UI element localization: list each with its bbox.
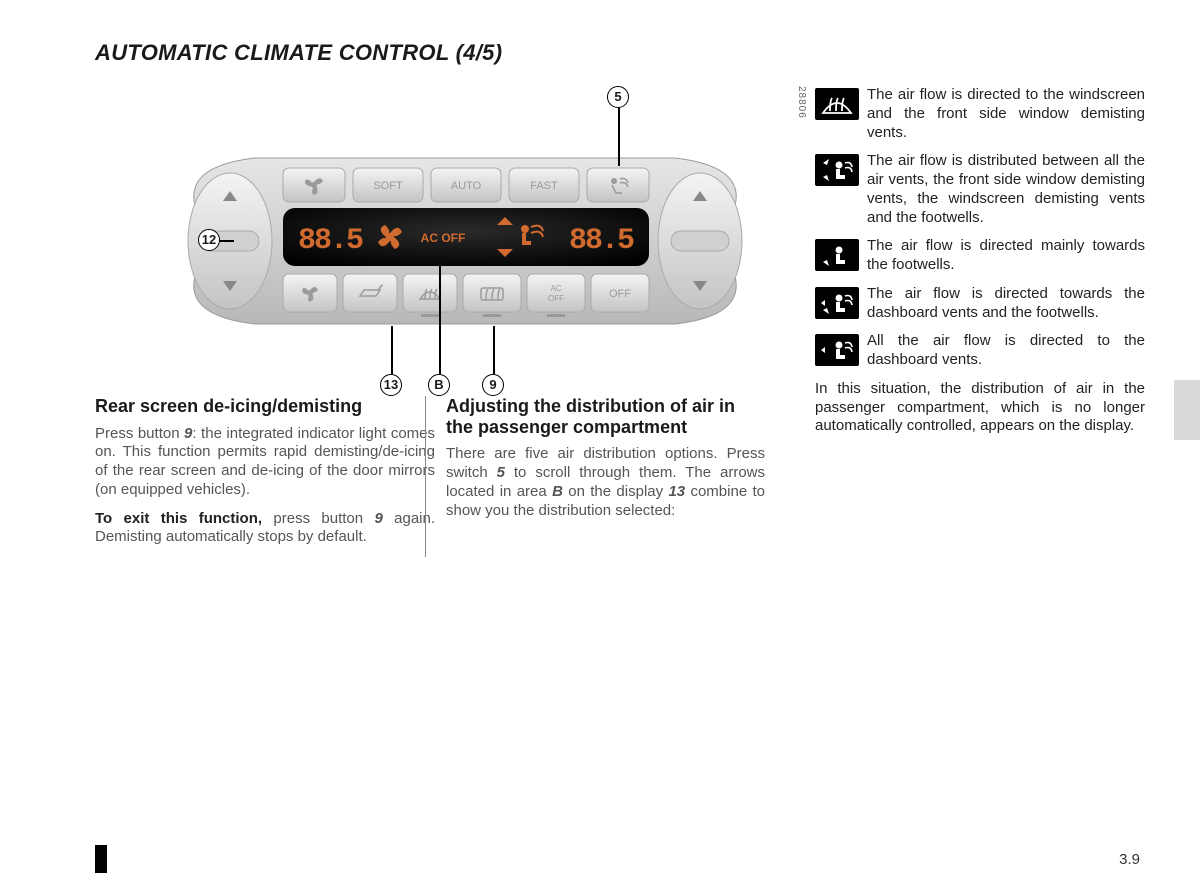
- icon-text-3: The air flow is directed towards the das…: [867, 285, 1145, 323]
- svg-text:AC: AC: [550, 284, 561, 293]
- svg-text:OFF: OFF: [609, 288, 631, 300]
- callout-13: 13: [380, 374, 402, 396]
- climate-control-unit: SOFT AUTO FAST 88.5: [175, 146, 755, 336]
- all-vents-icon: [815, 154, 859, 186]
- svg-text:FAST: FAST: [530, 180, 558, 192]
- content-area: 28806: [95, 86, 1140, 557]
- column-c: The air flow is directed to the windscre…: [815, 86, 1145, 557]
- icon-text-0: The air flow is directed to the windscre…: [867, 86, 1145, 142]
- svg-text:AUTO: AUTO: [451, 180, 482, 192]
- para-a2: To exit this function, press button 9 ag…: [95, 510, 435, 548]
- page-title: AUTOMATIC CLIMATE CONTROL (4/5): [95, 40, 1140, 66]
- heading-rear-demist: Rear screen de-icing/demisting: [95, 396, 435, 417]
- title-main: AUTOMATIC CLIMATE CONTROL: [95, 40, 449, 65]
- icon-row-1: The air flow is distributed between all …: [815, 152, 1145, 227]
- icon-row-0: The air flow is directed to the windscre…: [815, 86, 1145, 142]
- callout-12: 12: [198, 229, 220, 251]
- callout-line-9: [493, 326, 495, 374]
- heading-air-dist: Adjusting the distribution of air in the…: [446, 396, 765, 437]
- title-sub: (4/5): [456, 40, 503, 65]
- reference-number: 28806: [796, 86, 807, 119]
- column-a: Rear screen de-icing/demisting Press but…: [95, 396, 435, 557]
- footwell-icon: [815, 239, 859, 271]
- icon-text-1: The air flow is distributed between all …: [867, 152, 1145, 227]
- icon-text-2: The air flow is directed mainly towards …: [867, 237, 1145, 275]
- para-a1: Press button 9: the integrated indicator…: [95, 425, 435, 500]
- svg-text:88.5: 88.5: [569, 224, 634, 258]
- icon-text-4: All the air flow is directed to the dash…: [867, 332, 1145, 370]
- para-b1: There are five air distribution options.…: [446, 445, 765, 520]
- svg-text:OFF: OFF: [548, 294, 564, 303]
- icon-row-3: The air flow is directed towards the das…: [815, 285, 1145, 323]
- dashboard-icon: [815, 334, 859, 366]
- svg-text:SOFT: SOFT: [373, 180, 403, 192]
- footer-mark: [95, 845, 107, 873]
- dash-foot-icon: [815, 287, 859, 319]
- callout-line-5: [618, 108, 620, 166]
- windscreen-icon: [815, 88, 859, 120]
- svg-text:AC OFF: AC OFF: [421, 231, 466, 245]
- callout-line-12: [220, 240, 234, 242]
- callout-5: 5: [607, 86, 629, 108]
- svg-text:88.5: 88.5: [298, 224, 363, 258]
- figure: 28806: [95, 86, 795, 396]
- page-number: 3.9: [1119, 851, 1140, 868]
- side-tab: [1174, 380, 1200, 440]
- column-b: Adjusting the distribution of air in the…: [425, 396, 765, 557]
- callout-9: 9: [482, 374, 504, 396]
- callout-line-B: [439, 266, 441, 374]
- para-c-final: In this situation, the distribution of a…: [815, 380, 1145, 436]
- icon-row-4: All the air flow is directed to the dash…: [815, 332, 1145, 370]
- icon-row-2: The air flow is directed mainly towards …: [815, 237, 1145, 275]
- callout-B: B: [428, 374, 450, 396]
- callout-line-13: [391, 326, 393, 374]
